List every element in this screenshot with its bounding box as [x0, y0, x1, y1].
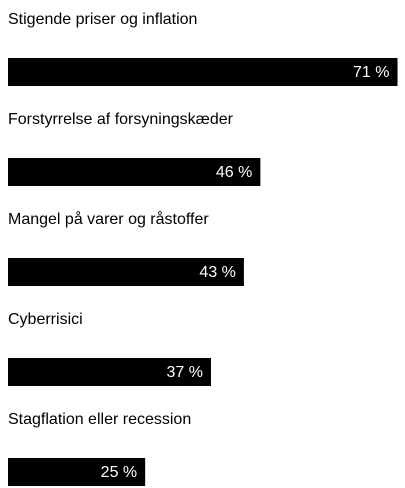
value-label: 37 %: [167, 364, 203, 381]
bar: [8, 358, 211, 386]
category-label: Cyberrisici: [8, 311, 83, 328]
category-label: Stigende priser og inflation: [8, 11, 197, 28]
bar: [8, 58, 398, 86]
bar: [8, 258, 244, 286]
category-label: Stagflation eller recession: [8, 411, 191, 428]
value-label: 25 %: [101, 464, 137, 481]
bar: [8, 458, 146, 486]
value-label: 71 %: [353, 64, 389, 81]
category-label: Forstyrrelse af forsyningskæder: [8, 111, 234, 128]
bar: [8, 158, 261, 186]
category-label: Mangel på varer og råstoffer: [8, 210, 209, 228]
value-label: 43 %: [199, 264, 235, 281]
value-label: 46 %: [216, 164, 252, 181]
